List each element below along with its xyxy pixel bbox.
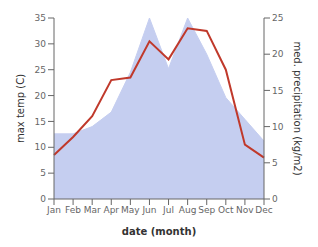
svg-text:5: 5	[272, 158, 278, 168]
svg-text:Aug: Aug	[179, 205, 197, 215]
svg-text:Jun: Jun	[141, 205, 156, 215]
svg-text:25: 25	[272, 13, 283, 23]
svg-text:5: 5	[40, 168, 46, 178]
svg-text:Apr: Apr	[103, 205, 119, 215]
svg-text:Dec: Dec	[255, 205, 272, 215]
svg-text:25: 25	[35, 65, 46, 75]
svg-text:0: 0	[40, 194, 46, 204]
svg-text:Jul: Jul	[162, 205, 174, 215]
svg-text:Oct: Oct	[218, 205, 234, 215]
svg-text:Feb: Feb	[65, 205, 81, 215]
svg-text:15: 15	[35, 117, 46, 127]
svg-text:20: 20	[272, 49, 284, 59]
svg-text:Mar: Mar	[84, 205, 101, 215]
svg-text:date (month): date (month)	[122, 226, 196, 237]
svg-text:35: 35	[35, 13, 46, 23]
svg-text:20: 20	[35, 91, 47, 101]
svg-text:Nov: Nov	[236, 205, 254, 215]
svg-text:0: 0	[272, 194, 278, 204]
svg-text:30: 30	[35, 39, 47, 49]
svg-text:max temp (C): max temp (C)	[15, 74, 26, 143]
svg-text:med. precipitation (kg/m2): med. precipitation (kg/m2)	[292, 41, 303, 175]
svg-text:10: 10	[272, 122, 284, 132]
svg-text:May: May	[121, 205, 140, 215]
svg-text:Jan: Jan	[46, 205, 61, 215]
svg-text:10: 10	[35, 142, 47, 152]
svg-text:Sep: Sep	[198, 205, 215, 215]
svg-text:15: 15	[272, 86, 283, 96]
